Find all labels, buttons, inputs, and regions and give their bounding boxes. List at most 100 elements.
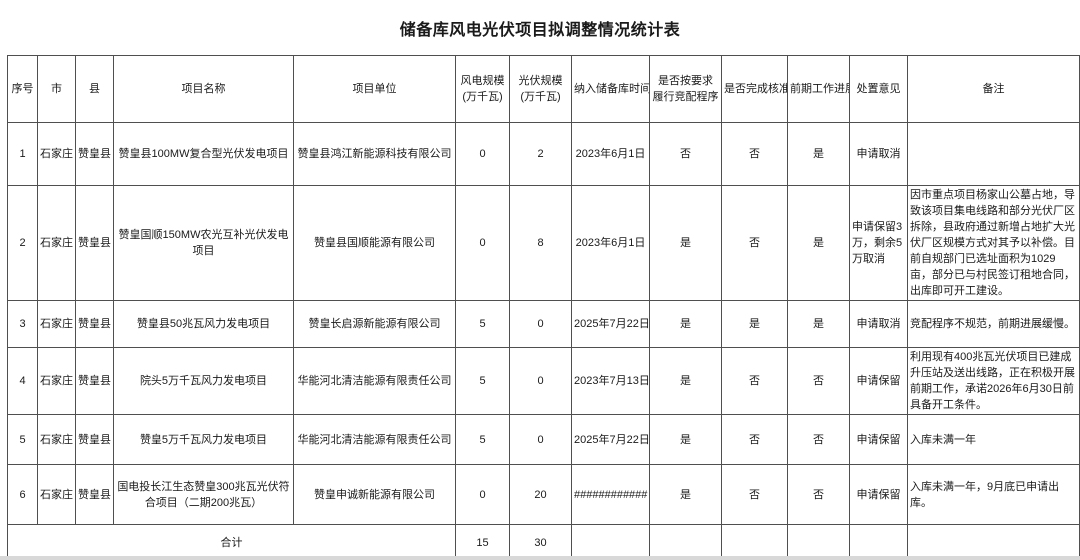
cell-progress: 否	[787, 464, 850, 525]
cell-project-name: 国电投长江生态赞皇300兆瓦光伏符合项目（二期200兆瓦）	[113, 464, 294, 525]
table-row: 6 石家庄 赞皇县 国电投长江生态赞皇300兆瓦光伏符合项目（二期200兆瓦） …	[7, 464, 1080, 525]
cell-project-unit: 赞皇县国顺能源有限公司	[293, 185, 456, 301]
cell-progress: 是	[787, 122, 850, 186]
cell-wind-scale: 5	[455, 414, 510, 465]
cell-project-name: 赞皇5万千瓦风力发电项目	[113, 414, 294, 465]
cell-county: 赞皇县	[75, 185, 114, 301]
cell-county: 赞皇县	[75, 414, 114, 465]
cell-remark: 因市重点项目杨家山公墓占地，导致该项目集电线路和部分光伏厂区拆除，县政府通过新增…	[907, 185, 1080, 301]
col-header-seq: 序号	[7, 55, 38, 123]
cell-county: 赞皇县	[75, 347, 114, 415]
cell-city: 石家庄	[37, 347, 76, 415]
cell-pv-scale: 0	[509, 347, 572, 415]
cell-project-unit: 华能河北清洁能源有限责任公司	[293, 414, 456, 465]
col-header-city: 市	[37, 55, 76, 123]
total-empty-cell	[849, 524, 908, 560]
header-row: 序号 市 县 项目名称 项目单位 风电规模 (万千瓦) 光伏规模 (万千瓦) 纳…	[7, 55, 1080, 123]
total-wind-scale: 15	[455, 524, 510, 560]
cell-storage-date: ############	[571, 464, 650, 525]
cell-remark: 入库未满一年	[907, 414, 1080, 465]
cell-approval: 否	[721, 347, 788, 415]
cell-wind-scale: 0	[455, 185, 510, 301]
cell-project-name: 院头5万千瓦风力发电项目	[113, 347, 294, 415]
total-empty-cell	[787, 524, 850, 560]
cell-city: 石家庄	[37, 122, 76, 186]
cell-seq: 6	[7, 464, 38, 525]
cell-project-unit: 赞皇县鸿江新能源科技有限公司	[293, 122, 456, 186]
total-pv-scale: 30	[509, 524, 572, 560]
cell-competition: 是	[649, 347, 722, 415]
cell-progress: 否	[787, 347, 850, 415]
total-empty-cell	[571, 524, 650, 560]
cell-project-unit: 赞皇长启源新能源有限公司	[293, 300, 456, 348]
cell-city: 石家庄	[37, 464, 76, 525]
table-row: 4 石家庄 赞皇县 院头5万千瓦风力发电项目 华能河北清洁能源有限责任公司 5 …	[7, 347, 1080, 415]
cell-approval: 否	[721, 122, 788, 186]
cell-remark: 竞配程序不规范，前期进展缓慢。	[907, 300, 1080, 348]
cell-project-name: 赞皇国顺150MW农光互补光伏发电项目	[113, 185, 294, 301]
bottom-edge	[0, 556, 1080, 560]
col-header-remark: 备注	[907, 55, 1080, 123]
cell-seq: 4	[7, 347, 38, 415]
col-header-project-unit: 项目单位	[293, 55, 456, 123]
cell-county: 赞皇县	[75, 300, 114, 348]
cell-wind-scale: 0	[455, 122, 510, 186]
cell-project-name: 赞皇县50兆瓦风力发电项目	[113, 300, 294, 348]
cell-seq: 3	[7, 300, 38, 348]
col-header-progress: 前期工作进展	[787, 55, 850, 123]
table-row: 2 石家庄 赞皇县 赞皇国顺150MW农光互补光伏发电项目 赞皇县国顺能源有限公…	[7, 185, 1080, 301]
col-header-approval: 是否完成核准	[721, 55, 788, 123]
cell-competition: 是	[649, 185, 722, 301]
cell-progress: 否	[787, 414, 850, 465]
cell-opinion: 申请保留	[849, 414, 908, 465]
page-title: 储备库风电光伏项目拟调整情况统计表	[399, 21, 681, 39]
cell-opinion: 申请保留	[849, 347, 908, 415]
col-header-project-name: 项目名称	[113, 55, 294, 123]
cell-county: 赞皇县	[75, 122, 114, 186]
table-row: 3 石家庄 赞皇县 赞皇县50兆瓦风力发电项目 赞皇长启源新能源有限公司 5 0…	[7, 300, 1080, 348]
cell-seq: 1	[7, 122, 38, 186]
cell-approval: 否	[721, 464, 788, 525]
cell-county: 赞皇县	[75, 464, 114, 525]
cell-seq: 2	[7, 185, 38, 301]
total-empty-cell	[907, 524, 1080, 560]
cell-project-unit: 华能河北清洁能源有限责任公司	[293, 347, 456, 415]
cell-remark: 利用现有400兆瓦光伏项目已建成升压站及送出线路，正在积极开展前期工作，承诺20…	[907, 347, 1080, 415]
cell-storage-date: 2023年6月1日	[571, 185, 650, 301]
col-header-competition: 是否按要求 履行竞配程序	[649, 55, 722, 123]
col-header-pv-scale: 光伏规模 (万千瓦)	[509, 55, 572, 123]
total-label: 合计	[7, 524, 456, 560]
cell-pv-scale: 0	[509, 414, 572, 465]
cell-competition: 是	[649, 300, 722, 348]
cell-opinion: 申请保留3万，剩余5万取消	[849, 185, 908, 301]
cell-opinion: 申请取消	[849, 300, 908, 348]
cell-remark	[907, 122, 1080, 186]
total-empty-cell	[649, 524, 722, 560]
cell-competition: 是	[649, 414, 722, 465]
cell-project-name: 赞皇县100MW复合型光伏发电项目	[113, 122, 294, 186]
total-row: 合计 15 30	[7, 524, 1080, 560]
cell-wind-scale: 0	[455, 464, 510, 525]
cell-approval: 否	[721, 414, 788, 465]
cell-competition: 是	[649, 464, 722, 525]
col-header-wind-scale: 风电规模 (万千瓦)	[455, 55, 510, 123]
cell-project-unit: 赞皇申诚新能源有限公司	[293, 464, 456, 525]
projects-table: 序号 市 县 项目名称 项目单位 风电规模 (万千瓦) 光伏规模 (万千瓦) 纳…	[7, 55, 1080, 560]
table-row: 5 石家庄 赞皇县 赞皇5万千瓦风力发电项目 华能河北清洁能源有限责任公司 5 …	[7, 414, 1080, 465]
cell-pv-scale: 0	[509, 300, 572, 348]
cell-storage-date: 2023年6月1日	[571, 122, 650, 186]
cell-city: 石家庄	[37, 185, 76, 301]
cell-opinion: 申请保留	[849, 464, 908, 525]
cell-seq: 5	[7, 414, 38, 465]
cell-pv-scale: 8	[509, 185, 572, 301]
cell-progress: 是	[787, 300, 850, 348]
cell-opinion: 申请取消	[849, 122, 908, 186]
cell-progress: 是	[787, 185, 850, 301]
cell-remark: 入库未满一年，9月底已申请出库。	[907, 464, 1080, 525]
cell-approval: 否	[721, 185, 788, 301]
cell-storage-date: 2025年7月22日	[571, 414, 650, 465]
cell-pv-scale: 20	[509, 464, 572, 525]
cell-wind-scale: 5	[455, 347, 510, 415]
col-header-opinion: 处置意见	[849, 55, 908, 123]
